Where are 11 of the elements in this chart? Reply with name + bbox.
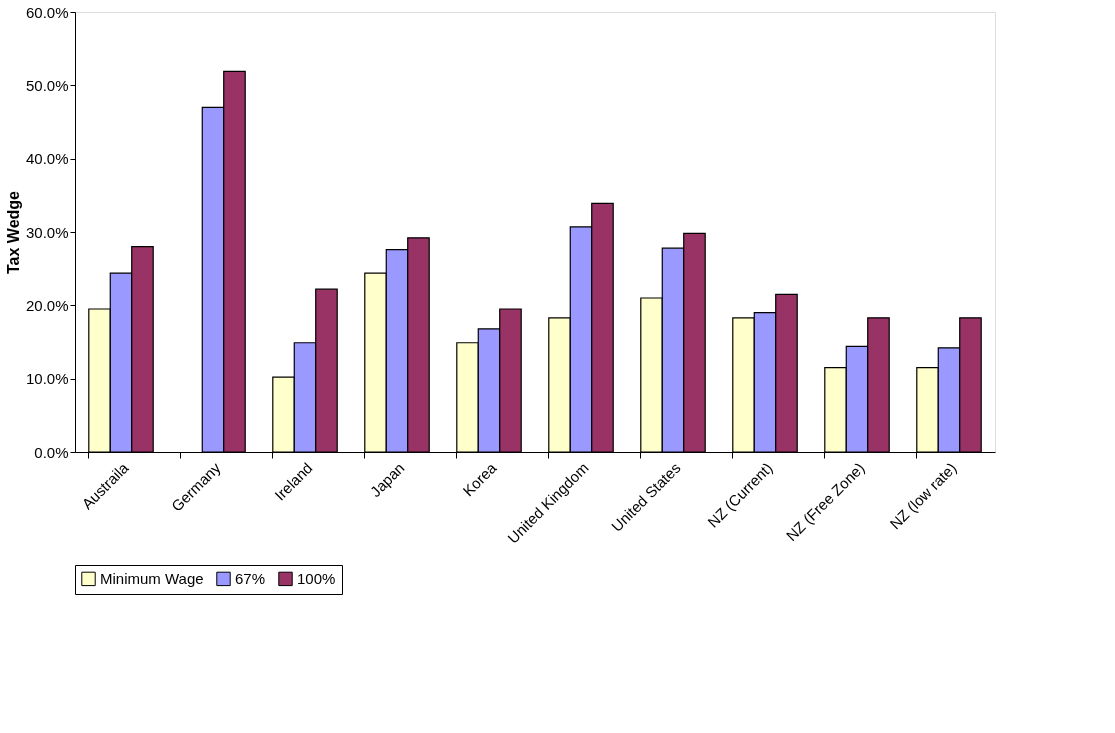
legend-label: 100% (297, 569, 336, 587)
y-axis-title: Tax Wedge (4, 190, 22, 274)
y-tick-label: 10.0% (25, 370, 69, 388)
y-tick-label: 0.0% (34, 443, 69, 461)
legend-label: 67% (235, 569, 266, 587)
legend-label: Minimum Wage (100, 569, 204, 587)
y-tick-label: 40.0% (25, 150, 69, 168)
y-tick-label: 20.0% (25, 296, 69, 314)
y-tick-label: 60.0% (25, 3, 69, 21)
y-tick-label: 30.0% (25, 223, 69, 241)
y-tick-label: 50.0% (25, 76, 69, 94)
